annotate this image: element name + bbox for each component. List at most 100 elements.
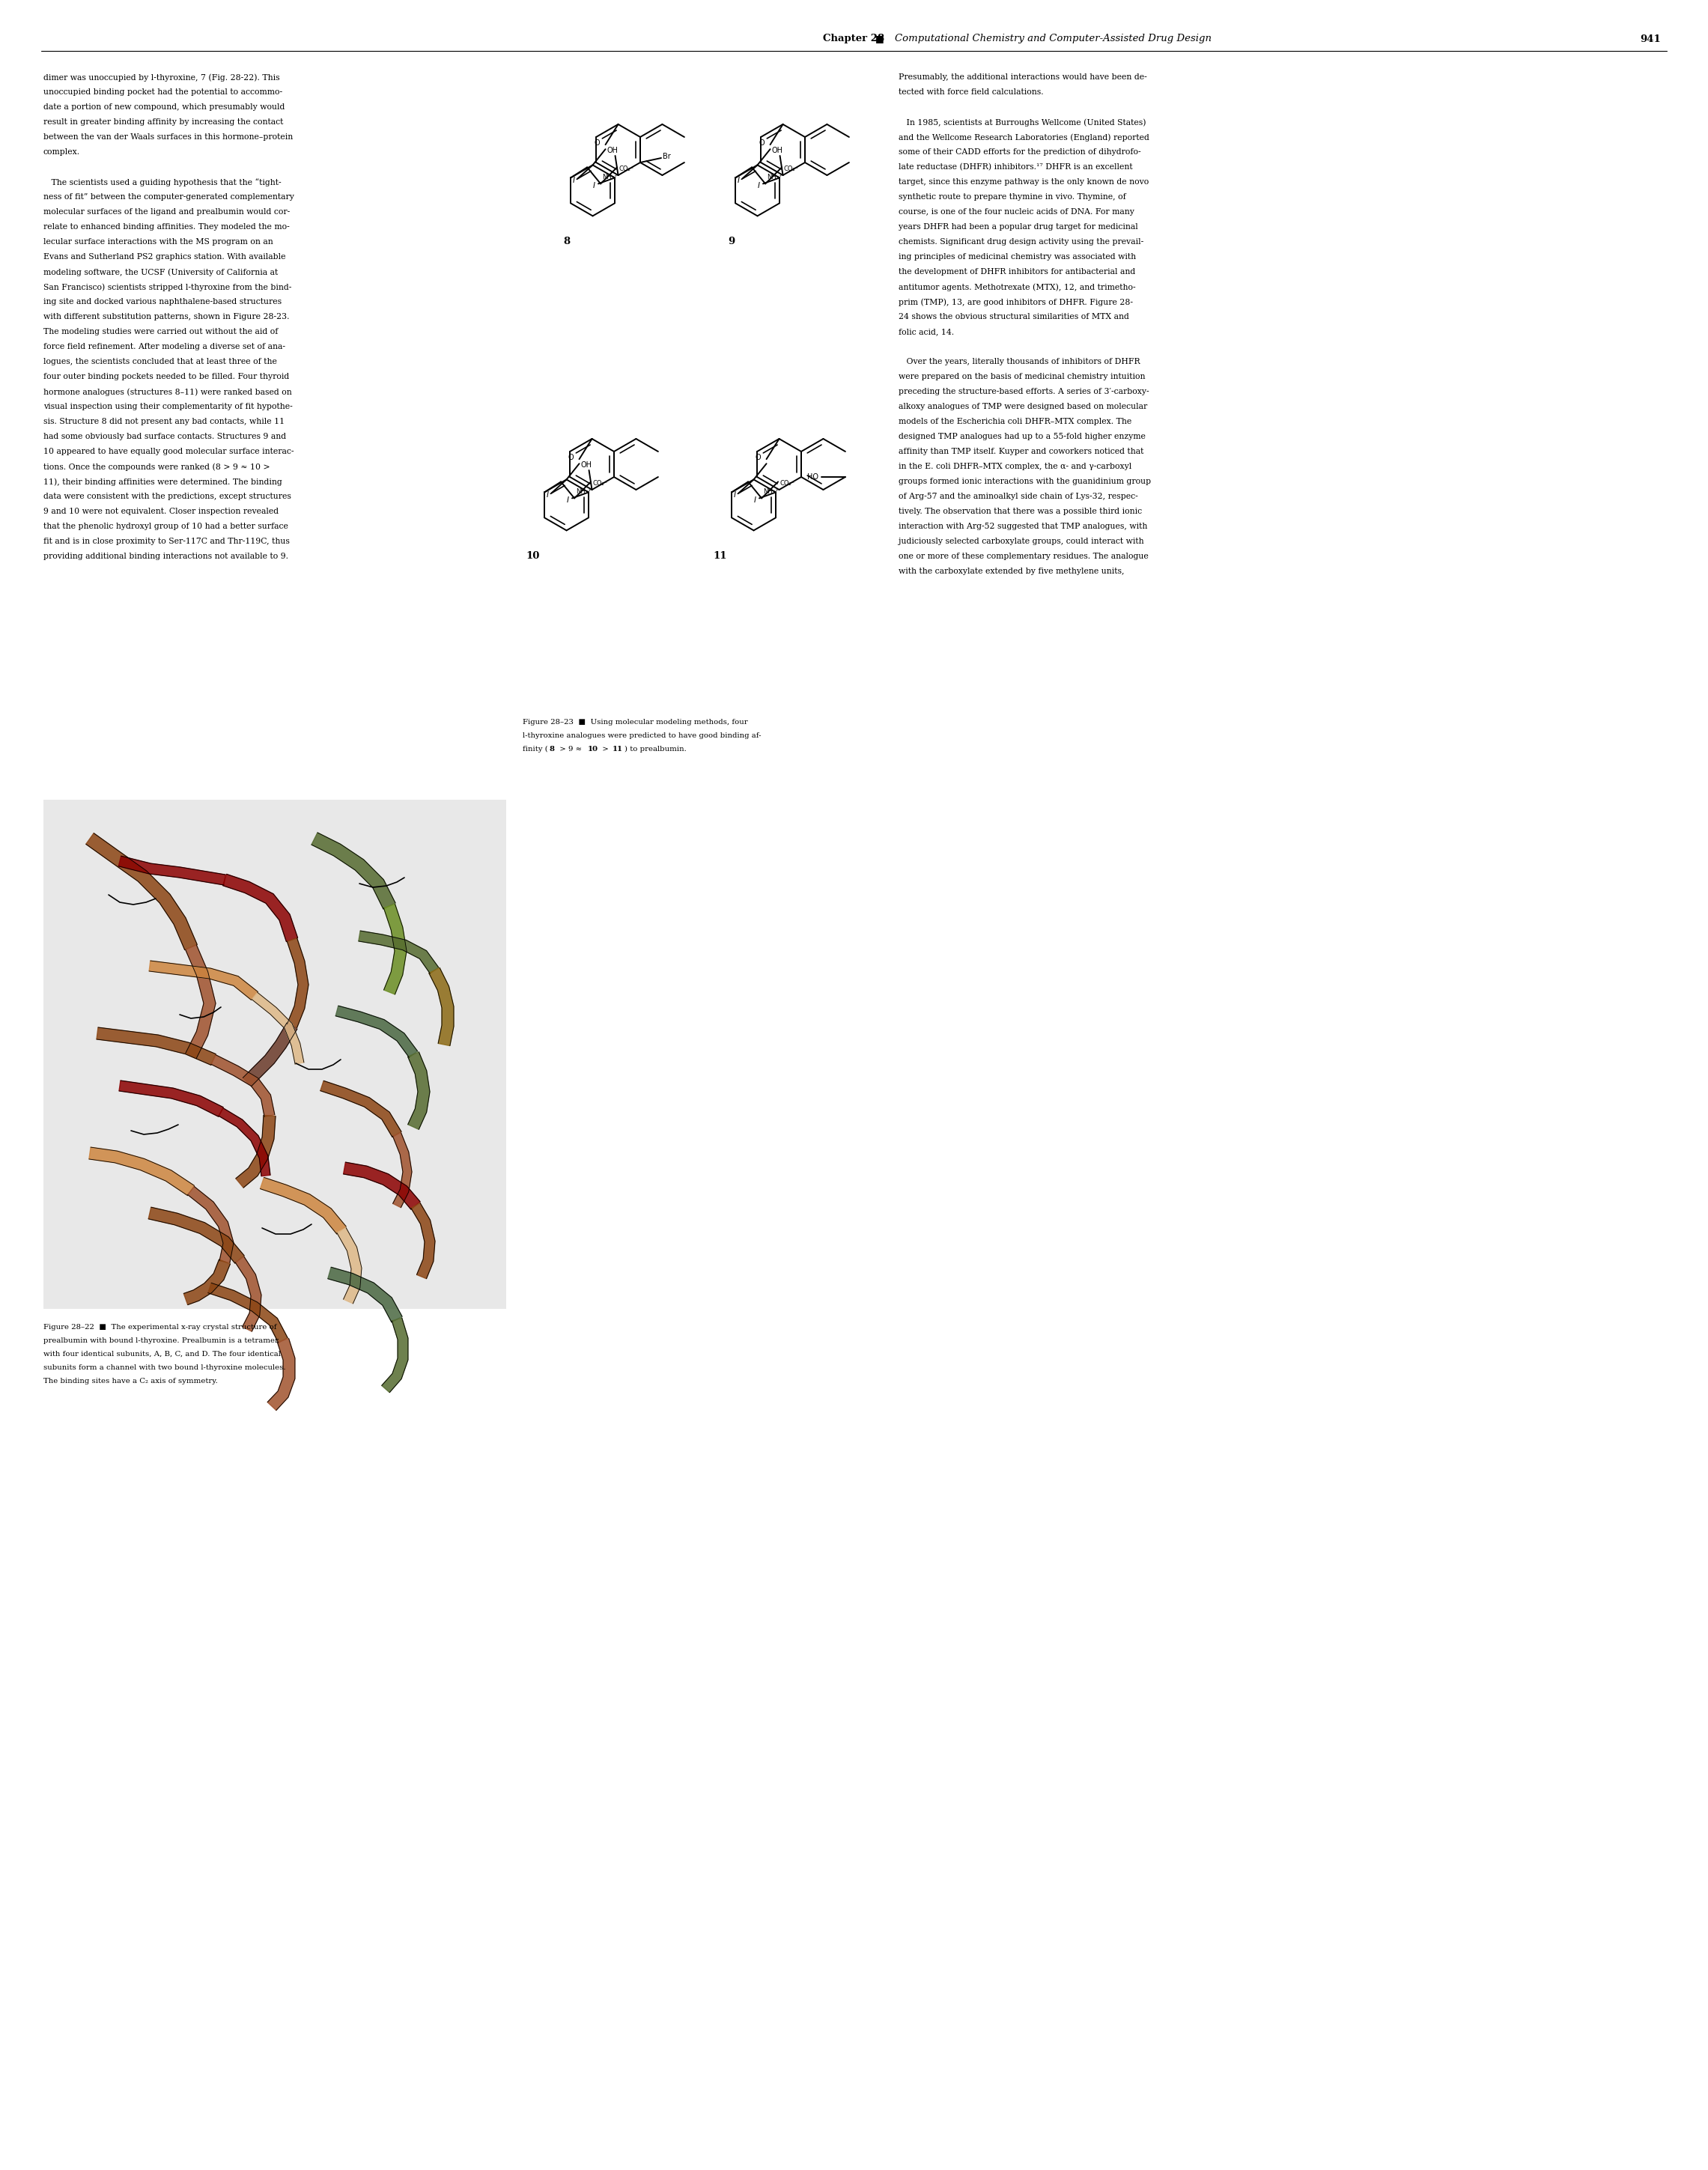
Polygon shape — [343, 1163, 420, 1209]
Polygon shape — [321, 1081, 401, 1137]
Polygon shape — [251, 992, 304, 1063]
Text: I: I — [547, 493, 548, 499]
Polygon shape — [186, 944, 215, 1059]
Text: O: O — [760, 139, 765, 148]
Polygon shape — [188, 1187, 234, 1263]
Text: the development of DHFR inhibitors for antibacterial and: the development of DHFR inhibitors for a… — [898, 269, 1136, 276]
Polygon shape — [236, 1115, 275, 1187]
Text: Figure 28–22  ■  The experimental x-ray crystal structure of: Figure 28–22 ■ The experimental x-ray cr… — [43, 1324, 277, 1330]
Text: 8: 8 — [550, 746, 555, 753]
Polygon shape — [208, 1282, 287, 1343]
Text: 8: 8 — [564, 237, 570, 247]
Text: The binding sites have a C₂ axis of symmetry.: The binding sites have a C₂ axis of symm… — [43, 1378, 219, 1384]
Text: I: I — [733, 493, 736, 499]
Text: CO₂⁻: CO₂⁻ — [618, 165, 634, 171]
Text: I: I — [758, 182, 760, 189]
Text: force field refinement. After modeling a diverse set of ana-: force field refinement. After modeling a… — [43, 343, 285, 349]
Text: > 9 ≈: > 9 ≈ — [557, 746, 584, 753]
Text: OH: OH — [772, 148, 782, 154]
Text: San Francisco) scientists stripped l-thyroxine from the bind-: San Francisco) scientists stripped l-thy… — [43, 282, 292, 291]
Text: ness of fit” between the computer-generated complementary: ness of fit” between the computer-genera… — [43, 193, 294, 200]
Text: The scientists used a guiding hypothesis that the “tight-: The scientists used a guiding hypothesis… — [43, 178, 282, 187]
Text: 10: 10 — [588, 746, 598, 753]
Polygon shape — [384, 905, 407, 994]
Text: NH₃⁺: NH₃⁺ — [767, 174, 782, 180]
Text: CO₂⁻: CO₂⁻ — [779, 480, 794, 486]
Text: were prepared on the basis of medicinal chemistry intuition: were prepared on the basis of medicinal … — [898, 373, 1146, 380]
Text: groups formed ionic interactions with the guanidinium group: groups formed ionic interactions with th… — [898, 477, 1151, 486]
Text: ) to prealbumin.: ) to prealbumin. — [625, 746, 687, 753]
Polygon shape — [118, 855, 225, 885]
Text: chemists. Significant drug design activity using the prevail-: chemists. Significant drug design activi… — [898, 239, 1144, 245]
Text: Figure 28–23  ■  Using molecular modeling methods, four: Figure 28–23 ■ Using molecular modeling … — [523, 718, 748, 725]
Text: In 1985, scientists at Burroughs Wellcome (United States): In 1985, scientists at Burroughs Wellcom… — [898, 119, 1146, 126]
Polygon shape — [287, 937, 309, 1029]
Text: Presumably, the additional interactions would have been de-: Presumably, the additional interactions … — [898, 74, 1148, 80]
Polygon shape — [222, 875, 297, 942]
Polygon shape — [184, 1259, 231, 1304]
Text: late reductase (DHFR) inhibitors.¹⁷ DHFR is an excellent: late reductase (DHFR) inhibitors.¹⁷ DHFR… — [898, 163, 1132, 171]
Text: folic acid, 14.: folic acid, 14. — [898, 328, 955, 336]
Text: unoccupied binding pocket had the potential to accommo-: unoccupied binding pocket had the potent… — [43, 89, 282, 95]
Polygon shape — [359, 931, 439, 974]
Text: l-thyroxine analogues were predicted to have good binding af-: l-thyroxine analogues were predicted to … — [523, 731, 762, 740]
Text: ing site and docked various naphthalene-based structures: ing site and docked various naphthalene-… — [43, 297, 282, 306]
Polygon shape — [85, 833, 196, 950]
Text: tected with force field calculations.: tected with force field calculations. — [898, 89, 1044, 95]
Text: of Arg-57 and the aminoalkyl side chain of Lys-32, respec-: of Arg-57 and the aminoalkyl side chain … — [898, 493, 1138, 501]
Text: relate to enhanced binding affinities. They modeled the mo-: relate to enhanced binding affinities. T… — [43, 224, 290, 230]
Text: OH: OH — [606, 148, 618, 154]
Text: target, since this enzyme pathway is the only known de novo: target, since this enzyme pathway is the… — [898, 178, 1149, 187]
Bar — [43, 801, 506, 1309]
Text: and the Wellcome Research Laboratories (England) reported: and the Wellcome Research Laboratories (… — [898, 132, 1149, 141]
Text: affinity than TMP itself. Kuyper and coworkers noticed that: affinity than TMP itself. Kuyper and cow… — [898, 447, 1144, 456]
Text: tively. The observation that there was a possible third ionic: tively. The observation that there was a… — [898, 508, 1143, 514]
Text: 11), their binding affinities were determined. The binding: 11), their binding affinities were deter… — [43, 477, 282, 486]
Text: 24 shows the obvious structural similarities of MTX and: 24 shows the obvious structural similari… — [898, 312, 1129, 321]
Polygon shape — [149, 961, 258, 1000]
Polygon shape — [89, 1148, 195, 1196]
Text: some of their CADD efforts for the prediction of dihydrofo-: some of their CADD efforts for the predi… — [898, 148, 1141, 156]
Text: 10: 10 — [526, 551, 540, 562]
Text: tions. Once the compounds were ranked (8 > 9 ≈ 10 >: tions. Once the compounds were ranked (8… — [43, 462, 270, 471]
Text: one or more of these complementary residues. The analogue: one or more of these complementary resid… — [898, 553, 1148, 560]
Text: judiciously selected carboxylate groups, could interact with: judiciously selected carboxylate groups,… — [898, 538, 1144, 545]
Text: antitumor agents. Methotrexate (MTX), 12, and trimetho-: antitumor agents. Methotrexate (MTX), 12… — [898, 282, 1136, 291]
Text: interaction with Arg-52 suggested that TMP analogues, with: interaction with Arg-52 suggested that T… — [898, 523, 1148, 529]
Text: >: > — [600, 746, 611, 753]
Text: complex.: complex. — [43, 148, 80, 156]
Polygon shape — [335, 1007, 417, 1057]
Text: I: I — [572, 178, 574, 184]
Polygon shape — [243, 1022, 297, 1087]
Text: prim (TMP), 13, are good inhibitors of DHFR. Figure 28-: prim (TMP), 13, are good inhibitors of D… — [898, 297, 1132, 306]
Text: subunits form a channel with two bound l-thyroxine molecules.: subunits form a channel with two bound l… — [43, 1365, 285, 1371]
Text: ■: ■ — [876, 35, 885, 43]
Text: ing principles of medicinal chemistry was associated with: ing principles of medicinal chemistry wa… — [898, 254, 1136, 260]
Text: years DHFR had been a popular drug target for medicinal: years DHFR had been a popular drug targe… — [898, 224, 1138, 230]
Text: providing additional binding interactions not available to 9.: providing additional binding interaction… — [43, 553, 289, 560]
Polygon shape — [381, 1317, 408, 1393]
Polygon shape — [408, 1052, 430, 1128]
Text: O: O — [569, 454, 574, 462]
Polygon shape — [219, 1109, 270, 1176]
Text: with the carboxylate extended by five methylene units,: with the carboxylate extended by five me… — [898, 569, 1124, 575]
Polygon shape — [328, 1267, 401, 1322]
Text: 11: 11 — [712, 551, 728, 562]
Text: I: I — [567, 497, 569, 503]
Text: preceding the structure-based efforts. A series of 3′-carboxy-: preceding the structure-based efforts. A… — [898, 388, 1149, 395]
Text: 11: 11 — [613, 746, 623, 753]
Text: NH₃⁺: NH₃⁺ — [603, 174, 618, 180]
Text: fit and is in close proximity to Ser-117C and Thr-119C, thus: fit and is in close proximity to Ser-117… — [43, 538, 290, 545]
Text: prealbumin with bound l-thyroxine. Prealbumin is a tetramer: prealbumin with bound l-thyroxine. Preal… — [43, 1337, 278, 1343]
Text: I: I — [753, 497, 757, 503]
Text: course, is one of the four nucleic acids of DNA. For many: course, is one of the four nucleic acids… — [898, 208, 1134, 215]
Text: Evans and Sutherland PS2 graphics station. With available: Evans and Sutherland PS2 graphics statio… — [43, 254, 285, 260]
Text: that the phenolic hydroxyl group of 10 had a better surface: that the phenolic hydroxyl group of 10 h… — [43, 523, 289, 529]
Polygon shape — [97, 1026, 215, 1065]
Text: sis. Structure 8 did not present any bad contacts, while 11: sis. Structure 8 did not present any bad… — [43, 419, 285, 425]
Text: NH₃⁺: NH₃⁺ — [576, 488, 591, 495]
Text: with different substitution patterns, shown in Figure 28-23.: with different substitution patterns, sh… — [43, 312, 289, 321]
Polygon shape — [393, 1133, 412, 1207]
Text: synthetic route to prepare thymine in vivo. Thymine, of: synthetic route to prepare thymine in vi… — [898, 193, 1126, 200]
Polygon shape — [311, 833, 395, 909]
